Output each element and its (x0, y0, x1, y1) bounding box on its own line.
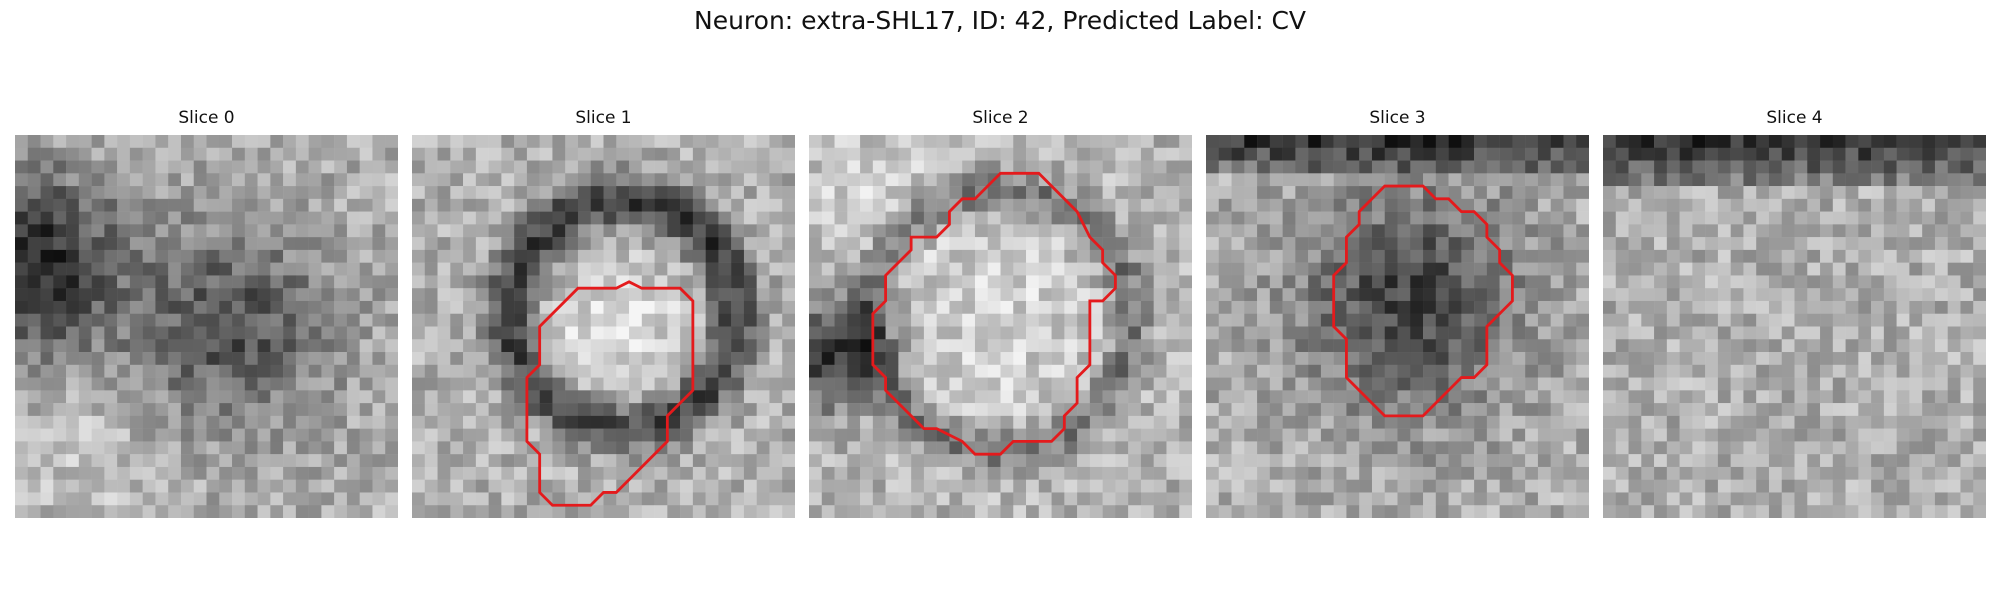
slice-image-4 (1603, 135, 1986, 518)
figure-title: Neuron: extra-SHL17, ID: 42, Predicted L… (694, 6, 1306, 35)
slice-image-3 (1206, 135, 1589, 518)
segmentation-contour (871, 171, 1117, 456)
slice-title-2: Slice 2 (972, 108, 1029, 128)
slice-title-0: Slice 0 (178, 108, 235, 128)
slice-panel-1: Slice 1 (412, 105, 795, 525)
slice-image-1 (412, 135, 795, 518)
slice-title-1: Slice 1 (575, 108, 632, 128)
slice-panel-0: Slice 0 (15, 105, 398, 525)
slice-image-0 (15, 135, 398, 518)
segmentation-contour (1332, 184, 1514, 418)
slice-title-4: Slice 4 (1766, 108, 1823, 128)
slice-panel-2: Slice 2 (809, 105, 1192, 525)
slice-panel-3: Slice 3 (1206, 105, 1589, 525)
segmentation-contour (525, 280, 695, 507)
slice-panel-4: Slice 4 (1603, 105, 1986, 525)
slice-title-3: Slice 3 (1369, 108, 1426, 128)
slice-image-2 (809, 135, 1192, 518)
